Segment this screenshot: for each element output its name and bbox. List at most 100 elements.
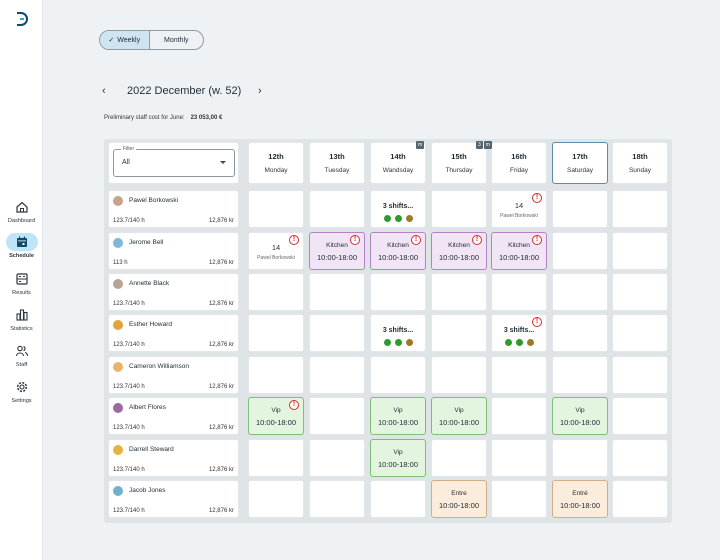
employee-row-header[interactable]: Cameron Williamson 123.7/140 h 12,876 kr	[108, 356, 239, 394]
shift-block[interactable]: Kitchen 10:00-18:00!	[309, 232, 365, 270]
avatar	[113, 486, 123, 496]
schedule-cell[interactable]	[552, 273, 608, 311]
multi-shift-block[interactable]: 3 shifts...	[370, 190, 426, 228]
sidebar-item-statistics[interactable]: Statistics	[0, 306, 43, 332]
avatar	[113, 403, 123, 413]
day-header[interactable]: 17th Saturday	[552, 142, 608, 184]
day-header[interactable]: 15th Thursday	[431, 142, 487, 184]
schedule-cell[interactable]	[309, 190, 365, 228]
schedule-cell[interactable]	[612, 397, 668, 435]
time-off-block[interactable]: 14 Pawel Borkowski!	[248, 232, 304, 270]
day-header[interactable]: 12th Monday	[248, 142, 304, 184]
sidebar-icon-wrap	[6, 198, 38, 216]
employee-hours: 123.7/140 h	[113, 384, 145, 390]
schedule-cell[interactable]	[431, 356, 487, 394]
sidebar-item-label: Settings	[11, 398, 32, 404]
schedule-cell[interactable]	[491, 480, 547, 518]
schedule-cell[interactable]	[552, 439, 608, 477]
weekly-label: Weekly	[117, 36, 141, 44]
schedule-cell[interactable]	[309, 439, 365, 477]
shift-block[interactable]: Kitchen 10:00-18:00!	[370, 232, 426, 270]
shift-block[interactable]: Vip 10:00-18:00	[370, 439, 426, 477]
schedule-cell[interactable]	[309, 397, 365, 435]
employee-row-header[interactable]: Jacob Jones 123.7/140 h 12,876 kr	[108, 480, 239, 518]
schedule-cell[interactable]	[370, 480, 426, 518]
schedule-cell[interactable]	[552, 190, 608, 228]
shift-block[interactable]: Vip 10:00-18:00	[552, 397, 608, 435]
schedule-cell[interactable]	[309, 314, 365, 352]
schedule-cell[interactable]	[612, 439, 668, 477]
schedule-cell[interactable]	[431, 314, 487, 352]
shift-block[interactable]: Kitchen 10:00-18:00!	[491, 232, 547, 270]
monthly-toggle-button[interactable]: Monthly	[150, 31, 203, 49]
schedule-cell[interactable]	[370, 273, 426, 311]
schedule-cell[interactable]	[491, 356, 547, 394]
employee-row-header[interactable]: Annette Black 123.7/140 h 12,876 kr	[108, 273, 239, 311]
schedule-cell[interactable]	[248, 273, 304, 311]
schedule-cell[interactable]	[431, 273, 487, 311]
schedule-cell[interactable]	[431, 190, 487, 228]
view-toggle: ✓ Weekly Monthly	[99, 30, 204, 50]
day-header[interactable]: 16th Friday	[491, 142, 547, 184]
shift-block[interactable]: Vip 10:00-18:00	[431, 397, 487, 435]
shift-block[interactable]: Vip 10:00-18:00!	[248, 397, 304, 435]
schedule-cell[interactable]	[491, 397, 547, 435]
schedule-cell[interactable]	[248, 190, 304, 228]
previous-week-button[interactable]: ‹	[102, 85, 106, 97]
filter-select[interactable]: Filter All	[113, 146, 235, 177]
schedule-cell[interactable]	[552, 314, 608, 352]
sidebar-item-schedule[interactable]: Schedule	[0, 233, 43, 259]
schedule-cell[interactable]	[612, 314, 668, 352]
sidebar-item-staff[interactable]: Staff	[0, 342, 43, 368]
schedule-cell[interactable]	[309, 356, 365, 394]
sidebar-item-results[interactable]: Results	[0, 270, 43, 296]
schedule-cell[interactable]	[248, 314, 304, 352]
schedule-cell[interactable]	[248, 480, 304, 518]
employee-row-header[interactable]: Albert Flores 123.7/140 h 12,876 kr	[108, 397, 239, 435]
schedule-cell[interactable]	[612, 190, 668, 228]
staff-cost: Preliminary staff cost for June: 23 053,0…	[104, 115, 222, 121]
employee-hours: 123.7/140 h	[113, 425, 145, 431]
gear-icon	[16, 381, 27, 393]
schedule-cell[interactable]	[309, 273, 365, 311]
schedule-cell[interactable]	[552, 356, 608, 394]
schedule-cell[interactable]	[248, 356, 304, 394]
schedule-cell[interactable]	[309, 480, 365, 518]
employee-row-header[interactable]: Esther Howard 123.7/140 h 12,876 kr	[108, 314, 239, 352]
day-date: 15th	[451, 152, 467, 161]
schedule-cell[interactable]	[612, 356, 668, 394]
schedule-cell[interactable]	[612, 232, 668, 270]
day-date: 13th	[329, 152, 345, 161]
employee-row-header[interactable]: Jerome Bell 113 h 12,876 kr	[108, 232, 239, 270]
schedule-cell[interactable]	[552, 232, 608, 270]
schedule-cell[interactable]	[431, 439, 487, 477]
shift-time: 10:00-18:00	[438, 501, 480, 510]
multi-shift-block[interactable]: 3 shifts...	[370, 314, 426, 352]
employee-name: Cameron Williamson	[129, 363, 189, 370]
schedule-cell[interactable]	[612, 480, 668, 518]
schedule-cell[interactable]	[612, 273, 668, 311]
sidebar-item-dashboard[interactable]: Dashboard	[0, 198, 43, 224]
day-header[interactable]: 14th Wandsday	[370, 142, 426, 184]
day-header[interactable]: 18th Sunday	[612, 142, 668, 184]
shift-dot	[394, 339, 402, 346]
shift-block[interactable]: Vip 10:00-18:00	[370, 397, 426, 435]
avatar	[113, 362, 123, 372]
shift-block[interactable]: Entre 10:00-18:00	[431, 480, 487, 518]
schedule-cell[interactable]	[248, 439, 304, 477]
avatar	[113, 238, 123, 248]
time-off-block[interactable]: 14 Pawel Borkowski!	[491, 190, 547, 228]
sidebar-item-settings[interactable]: Settings	[0, 378, 43, 404]
shift-block[interactable]: Entré 10:00-18:00	[552, 480, 608, 518]
multi-shift-block[interactable]: 3 shifts...!	[491, 314, 547, 352]
shift-block[interactable]: Kitchen 10:00-18:00!	[431, 232, 487, 270]
employee-row-header[interactable]: Pawel Borkowski 123.7/140 h 12,876 kr	[108, 190, 239, 228]
employee-row-header[interactable]: Darrell Steward 123.7/140 h 12,876 kr	[108, 439, 239, 477]
schedule-cell[interactable]	[370, 356, 426, 394]
schedule-cell[interactable]	[491, 273, 547, 311]
weekly-toggle-button[interactable]: ✓ Weekly	[100, 31, 150, 49]
day-header[interactable]: 13th Tuesday	[309, 142, 365, 184]
next-week-button[interactable]: ›	[258, 85, 262, 97]
day-weekday: Tuesday	[324, 167, 350, 174]
schedule-cell[interactable]	[491, 439, 547, 477]
